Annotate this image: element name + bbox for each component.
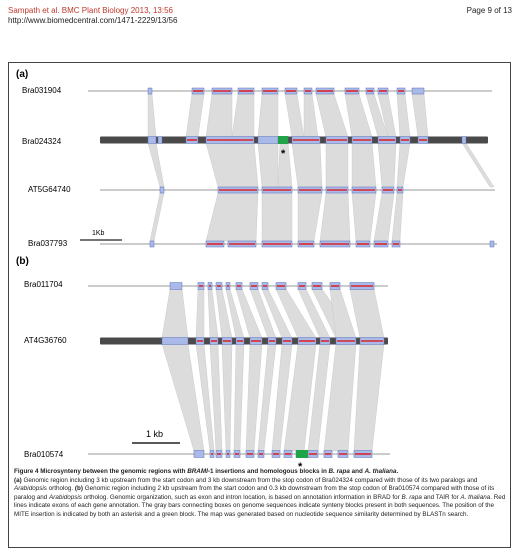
synteny-block-b-0-0: [169, 282, 183, 290]
synteny-block-a-1-1: [157, 136, 163, 144]
mite-asterisk-b: *: [298, 461, 303, 473]
synteny-connector-a-2-7: [391, 192, 404, 242]
synteny-block-b-2-0: [193, 450, 205, 458]
scale-bar-b-label: 1 kb: [146, 429, 163, 439]
synteny-block-a-0-12: [411, 87, 425, 95]
synteny-block-a-1-0: [147, 136, 157, 144]
caption-title-text-3: and: [349, 468, 365, 475]
mite-asterisk-a: *: [281, 148, 286, 160]
synteny-connector-b-1-4: [233, 343, 245, 452]
caption-a-text-2: ortholog.: [46, 485, 75, 493]
synteny-connector-a-2-5: [351, 192, 377, 242]
synteny-connector-a-2-6: [373, 192, 395, 242]
synteny-connector-a-1-2: [257, 142, 279, 188]
caption-title-italic-1: BRAMI: [187, 468, 208, 475]
track-label-bra011704: Bra011704: [24, 280, 63, 289]
synteny-connector-b-0-1: [195, 288, 205, 339]
synteny-connector-a-2-0: [149, 192, 165, 242]
synteny-block-a-0-0: [147, 87, 153, 95]
synteny-block-a-1-12: [461, 136, 467, 144]
panel-b-label: (b): [16, 256, 29, 267]
track-label-bra037793: Bra037793: [28, 239, 68, 248]
synteny-connector-a-2-4: [319, 192, 351, 242]
synteny-connector-a-1-4: [291, 142, 323, 188]
synteny-connector-b-1-3: [221, 343, 233, 452]
synteny-connector-b-1-10: [323, 343, 357, 452]
track-label-bra024324: Bra024324: [22, 137, 62, 146]
caption-title-prefix: Figure 4: [14, 468, 41, 475]
caption-b-italic-3: A. thaliana: [460, 493, 491, 501]
panel-a-label: (a): [16, 69, 28, 80]
caption-title-text: Microsynteny between the genomic regions…: [40, 468, 188, 475]
caption-b-text-1: Genomic region including 2 kb upstream f…: [14, 485, 495, 501]
track-label-bra010574: Bra010574: [24, 450, 64, 459]
synteny-connector-a-2-1: [205, 192, 259, 242]
track-label-at4g36760: AT4G36760: [24, 336, 67, 345]
caption-title-end: .: [396, 468, 399, 475]
synteny-connector-a-0-11: [396, 93, 411, 138]
synteny-connector-a-1-8: [396, 142, 411, 188]
synteny-connector-a-0-5: [284, 93, 305, 138]
caption-a-text-1: Genomic region including 3 kb upstream f…: [21, 476, 478, 484]
synteny-connector-a-1-6: [351, 142, 377, 188]
synteny-connector-a-2-3: [297, 192, 323, 242]
synteny-connector-a-1-5: [325, 142, 349, 188]
synteny-connector-a-0-2: [205, 93, 233, 138]
synteny-block-a-3-0: [149, 240, 155, 248]
caption-b-italic-2: B. rapa: [401, 493, 422, 501]
synteny-connector-b-0-0: [161, 288, 189, 339]
synteny-block-b-1-0: [161, 337, 189, 345]
caption-a-italic: Arabidopsis: [14, 485, 47, 493]
synteny-block-a-1-4: [257, 136, 279, 144]
synteny-connector-a-1-7: [377, 142, 397, 188]
caption-title-italic-3: A. thaliana: [364, 468, 397, 475]
caption-b-text-4: . Red lines indicate exons of each gene …: [14, 493, 506, 518]
scale-bar-a-label: 1Kb: [92, 230, 105, 237]
synteny-block-a-3-9: [489, 240, 495, 248]
synteny-connector-a-1-1: [205, 142, 259, 188]
synteny-connector-a-1-0: [147, 142, 165, 188]
synteny-connector-a-1-9: [461, 142, 495, 188]
journal-url[interactable]: http://www.biomedcentral.com/1471-2229/1…: [8, 16, 178, 25]
caption-b-label: (b): [74, 485, 83, 493]
synteny-connector-a-0-7: [315, 93, 349, 138]
caption-a-label: (a): [14, 476, 22, 484]
synteny-connector-a-0-6: [303, 93, 319, 138]
caption-title-text-2: -1 insertions and homologous blocks in: [207, 468, 329, 475]
synteny-connector-a-0-12: [411, 93, 429, 138]
mite-green-block-a: [278, 136, 288, 144]
track-label-at5g64740: AT5G64740: [28, 185, 71, 194]
synteny-connector-b-1-11: [353, 343, 385, 452]
synteny-connector-a-0-4: [257, 93, 279, 138]
synteny-connector-b-0-2: [207, 288, 219, 339]
caption-b-italic: Arabidopsis: [49, 493, 82, 501]
synteny-block-a-2-0: [159, 186, 165, 194]
mite-green-block-b: [296, 450, 308, 458]
caption-b-text-3: and TAIR for: [421, 493, 461, 501]
synteny-connector-b-0-12: [349, 288, 385, 339]
synteny-connector-a-0-3: [231, 93, 255, 138]
synteny-connector-a-0-0: [147, 93, 157, 138]
page-header-left: Sampath et al. BMC Plant Biology 2013, 1…: [8, 6, 177, 26]
caption-title-italic-2: B. rapa: [328, 468, 350, 475]
track-label-bra031904: Bra031904: [22, 86, 62, 95]
synteny-connector-a-0-1: [185, 93, 205, 138]
synteny-connector-b-1-0: [161, 343, 205, 452]
journal-citation: Sampath et al. BMC Plant Biology 2013, 1…: [8, 6, 173, 15]
caption-b-text-2: ortholog. Genomic organization, such as …: [81, 493, 402, 501]
synteny-connector-a-2-2: [261, 192, 293, 242]
figure-caption: Figure 4 Microsynteny between the genomi…: [14, 468, 508, 520]
page-number: Page 9 of 13: [466, 6, 512, 15]
